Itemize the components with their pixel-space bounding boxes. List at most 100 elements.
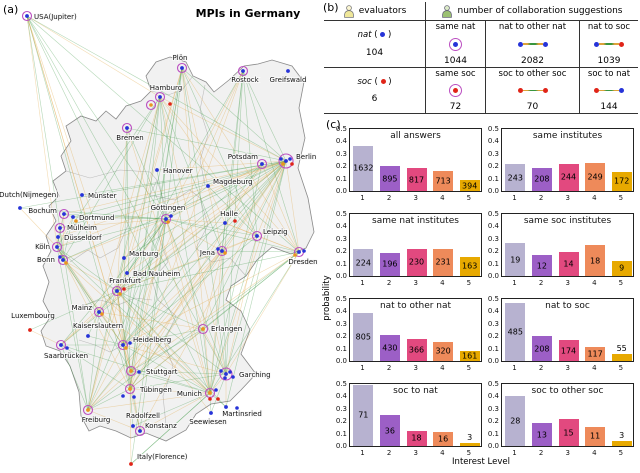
collaboration-edge bbox=[181, 67, 223, 252]
collaboration-edge bbox=[165, 218, 223, 252]
bar-value-label: 13 bbox=[536, 430, 547, 439]
collaboration-edge bbox=[129, 67, 183, 390]
city-dot bbox=[235, 406, 239, 410]
collaboration-edge bbox=[165, 218, 211, 394]
state-border-line bbox=[80, 297, 153, 307]
collaboration-edge bbox=[56, 246, 100, 313]
bar-value-label: 28 bbox=[510, 416, 521, 426]
y-tick-label: 0.3 bbox=[487, 404, 499, 413]
city-ring bbox=[58, 208, 70, 220]
bar-value-label: 161 bbox=[462, 351, 478, 361]
chart-title: all answers bbox=[390, 131, 441, 141]
collaboration-edge bbox=[56, 246, 211, 394]
city-dot bbox=[233, 219, 237, 223]
collaboration-edge bbox=[224, 222, 300, 253]
x-tick-label: 1 bbox=[360, 449, 365, 457]
x-tick-label: 5 bbox=[466, 364, 472, 372]
y-tick-label: 0.4 bbox=[487, 222, 499, 231]
bar-value-label: 71 bbox=[358, 410, 369, 420]
suggestion-person-icon bbox=[442, 4, 453, 18]
bar-level-4: 713 bbox=[433, 171, 454, 191]
y-tick-label: 0.2 bbox=[487, 332, 499, 341]
city-dot bbox=[125, 271, 129, 275]
soc-dot-icon bbox=[380, 78, 386, 84]
plot-area: nat to other nat 805 430 366 320 161 bbox=[349, 298, 482, 362]
collaboration-edge bbox=[221, 250, 227, 375]
bar-value-label: 805 bbox=[355, 332, 371, 342]
collaboration-edge bbox=[209, 70, 244, 394]
x-tick-label: 1 bbox=[512, 194, 517, 202]
cell-same-nat: same nat 1044 bbox=[426, 21, 486, 68]
city-label: Berlin bbox=[296, 153, 316, 161]
city-dot bbox=[55, 245, 59, 249]
collaboration-edge bbox=[56, 160, 287, 248]
city-dot bbox=[129, 462, 133, 466]
bar-level-4: 18 bbox=[585, 245, 606, 276]
collaboration-edge bbox=[98, 160, 287, 313]
x-tick-label: 3 bbox=[565, 279, 570, 287]
same-nat-value: 1044 bbox=[444, 56, 467, 66]
city-ring bbox=[55, 339, 67, 351]
city-ring bbox=[21, 10, 33, 22]
bar-chart-nat-to-other-nat: nat to other nat 805 430 366 320 161 0.0 0.1 0.2… bbox=[336, 295, 482, 372]
collaboration-edge bbox=[224, 222, 258, 237]
collaboration-edge bbox=[87, 344, 124, 411]
x-tick-label: 4 bbox=[592, 194, 597, 202]
same-nat-label: same nat bbox=[435, 22, 476, 32]
city-dot bbox=[166, 220, 170, 224]
bar-value-label: 320 bbox=[435, 346, 451, 356]
collaboration-edge bbox=[122, 344, 131, 390]
x-tick-label: 5 bbox=[618, 364, 624, 372]
city-dot bbox=[64, 261, 68, 265]
collaboration-edge bbox=[130, 328, 204, 372]
collaboration-edge bbox=[26, 15, 287, 162]
collaboration-edge bbox=[130, 218, 167, 465]
bar-value-label: 9 bbox=[619, 263, 625, 273]
collaboration-edge bbox=[87, 218, 167, 411]
city-dot bbox=[209, 411, 213, 415]
x-tick-label: 2 bbox=[538, 449, 544, 457]
panel-c-label: (c) bbox=[326, 118, 341, 131]
x-tick-label: 4 bbox=[592, 449, 597, 457]
city-label: Bonn bbox=[37, 256, 55, 264]
collaboration-edge bbox=[159, 96, 211, 394]
city-dot bbox=[201, 327, 205, 331]
bar-level-5: 394 bbox=[459, 180, 480, 191]
x-tick-label: 3 bbox=[413, 194, 418, 202]
city-label: Bochum bbox=[28, 207, 57, 215]
bar-value-label: 196 bbox=[382, 259, 398, 269]
city-dot bbox=[214, 388, 218, 392]
collaboration-edge bbox=[87, 251, 300, 411]
x-tick-label: 5 bbox=[466, 449, 472, 457]
collaboration-edge bbox=[209, 373, 227, 394]
collaboration-edge bbox=[129, 328, 204, 390]
collaboration-edge bbox=[126, 127, 211, 394]
city-dot bbox=[206, 184, 210, 188]
collaboration-edge bbox=[87, 290, 118, 411]
collaboration-edge bbox=[122, 328, 204, 346]
bar-value-label: 244 bbox=[560, 172, 577, 182]
collaboration-edge bbox=[98, 96, 161, 313]
state-border-line bbox=[195, 197, 247, 277]
city-dot bbox=[56, 235, 60, 239]
collaboration-edge bbox=[165, 70, 244, 220]
collaboration-edge bbox=[122, 163, 263, 346]
city-label: Köln bbox=[35, 243, 50, 251]
row-soc-group: soc ( ) 6 bbox=[324, 68, 426, 114]
state-border-line bbox=[78, 339, 124, 353]
y-tick-label: 0.4 bbox=[335, 137, 347, 146]
city-dot bbox=[224, 405, 228, 409]
bar-chart-all-answers: all answers 1632 895 817 713 394 0.0 0.1 0.2 0.3 0… bbox=[336, 125, 482, 202]
x-tick-label: 5 bbox=[618, 449, 624, 457]
collaboration-edge bbox=[116, 127, 128, 292]
collaboration-edge bbox=[62, 216, 74, 261]
cell-nat-to-soc: nat to soc 1039 bbox=[580, 21, 638, 68]
collaboration-edge bbox=[122, 67, 183, 346]
collaboration-edge bbox=[59, 227, 64, 261]
collaboration-edge bbox=[60, 344, 131, 390]
city-label: USA(Jupiter) bbox=[34, 13, 77, 21]
collaboration-edge bbox=[225, 251, 300, 375]
collaboration-edge bbox=[62, 259, 100, 313]
collaboration-edge bbox=[126, 127, 287, 162]
bar-level-2: 208 bbox=[531, 167, 552, 191]
